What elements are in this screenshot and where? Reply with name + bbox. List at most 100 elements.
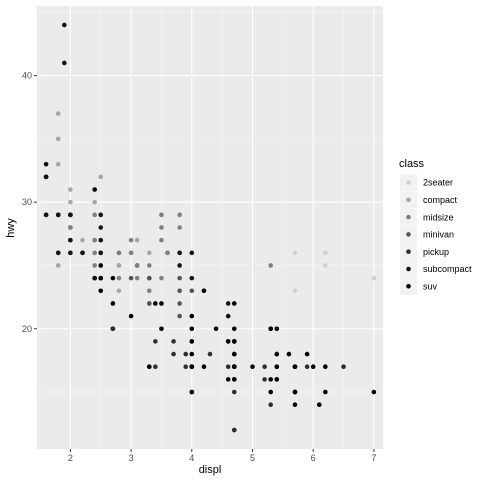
legend-swatch-midsize	[406, 214, 411, 220]
data-point-subcompact	[177, 263, 182, 268]
data-point-suv	[98, 263, 104, 268]
data-point-midsize	[177, 212, 182, 218]
data-point-minivan	[189, 288, 195, 294]
data-point-suv	[159, 301, 164, 306]
data-point-midsize	[268, 263, 274, 268]
data-point-subcompact	[68, 250, 73, 256]
data-point-pickup	[153, 364, 158, 370]
data-point-suv	[225, 377, 231, 382]
data-point-suv	[189, 389, 195, 395]
data-point-midsize	[92, 263, 97, 268]
data-point-suv	[292, 389, 298, 395]
data-point-2seater	[292, 288, 298, 294]
data-point-suv	[323, 364, 328, 370]
data-point-subcompact	[55, 250, 61, 256]
data-point-suv	[110, 301, 116, 306]
data-point-midsize	[146, 263, 152, 268]
data-point-compact	[116, 263, 122, 268]
data-point-suv	[268, 377, 274, 382]
data-point-suv	[98, 275, 104, 281]
data-point-compact	[146, 250, 152, 256]
data-point-suv	[201, 288, 207, 294]
data-point-2seater	[323, 250, 328, 256]
legend-label-midsize: midsize	[423, 212, 454, 222]
data-point-suv	[189, 326, 195, 332]
data-point-suv	[92, 187, 97, 192]
data-point-subcompact	[68, 212, 73, 218]
data-point-subcompact	[189, 250, 195, 256]
legend-swatch-compact	[406, 197, 411, 203]
data-point-compact	[68, 187, 73, 192]
legend: class 2seater compact midsize minivan pickup…	[399, 158, 472, 295]
x-tick-label: 7	[371, 453, 376, 463]
data-point-minivan	[177, 288, 182, 294]
data-point-suv	[189, 364, 195, 370]
data-point-suv	[292, 364, 298, 370]
data-point-compact	[55, 111, 61, 116]
data-point-suv	[110, 275, 116, 281]
data-point-pickup	[183, 364, 189, 370]
data-point-suv	[146, 364, 152, 370]
data-point-pickup	[171, 339, 176, 344]
data-point-subcompact	[98, 237, 104, 243]
data-point-subcompact	[225, 301, 231, 306]
data-point-minivan	[177, 275, 182, 281]
legend-label-pickup: pickup	[423, 247, 449, 257]
data-point-midsize	[92, 212, 97, 218]
data-point-2seater	[292, 250, 298, 256]
x-tick-label: 2	[68, 453, 73, 463]
data-point-pickup	[207, 351, 213, 357]
data-point-suv	[231, 326, 237, 332]
data-point-midsize	[159, 212, 164, 218]
data-point-suv	[268, 326, 274, 332]
legend-label-suv: suv	[423, 282, 438, 292]
data-point-subcompact	[225, 313, 231, 319]
legend-swatch-2seater	[406, 180, 411, 185]
data-point-suv	[323, 389, 328, 395]
data-point-pickup	[341, 364, 346, 370]
data-point-compact	[116, 288, 122, 294]
data-point-suv	[159, 326, 164, 332]
data-point-midsize	[116, 250, 122, 256]
legend-label-subcompact: subcompact	[423, 264, 472, 274]
data-point-midsize	[165, 250, 170, 256]
x-axis: 2 3 4 5 6 7	[68, 449, 376, 463]
data-point-minivan	[177, 313, 182, 319]
data-point-compact	[92, 199, 97, 205]
data-point-pickup	[268, 402, 274, 408]
data-point-subcompact	[43, 174, 49, 180]
data-point-suv	[98, 288, 104, 294]
plot-panel	[37, 6, 383, 449]
legend-label-2seater: 2seater	[423, 178, 453, 188]
data-point-subcompact	[274, 326, 280, 332]
data-point-suv	[310, 364, 316, 370]
data-point-compact	[55, 161, 61, 167]
data-point-suv	[274, 351, 280, 357]
y-axis: 20 30 40	[22, 71, 37, 334]
data-point-pickup	[262, 377, 267, 382]
data-point-compact	[55, 263, 61, 268]
data-point-subcompact	[189, 275, 195, 281]
data-point-suv	[189, 351, 195, 357]
data-point-compact	[80, 237, 85, 243]
data-point-pickup	[110, 326, 116, 332]
legend-swatch-suv	[406, 284, 411, 289]
data-point-pickup	[262, 364, 267, 370]
data-point-compact	[68, 199, 73, 205]
y-tick-label: 30	[22, 197, 32, 207]
data-point-2seater	[371, 275, 377, 281]
data-point-minivan	[146, 275, 152, 281]
data-point-pickup	[171, 351, 176, 357]
data-point-suv	[231, 301, 237, 306]
data-point-pickup	[231, 427, 237, 433]
data-point-midsize	[128, 250, 134, 256]
x-tick-label: 3	[129, 453, 134, 463]
legend-swatch-pickup	[406, 249, 411, 254]
data-point-suv	[201, 364, 207, 370]
data-point-suv	[128, 313, 134, 319]
data-point-suv	[274, 364, 280, 370]
data-point-subcompact	[43, 212, 49, 218]
data-point-minivan	[128, 275, 134, 281]
data-point-subcompact	[62, 60, 67, 66]
data-point-midsize	[134, 263, 140, 268]
